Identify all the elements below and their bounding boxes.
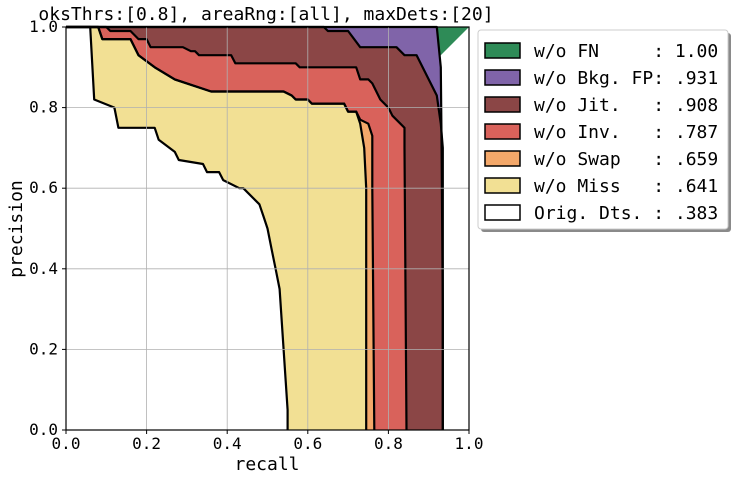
legend-label: w/o Swap : .659 (534, 149, 718, 170)
area-orig-dts (66, 27, 288, 430)
x-tick-label: 0.4 (213, 434, 242, 453)
legend-swatch (484, 123, 521, 140)
legend-label: w/o Bkg. FP: .931 (534, 68, 718, 89)
legend-label: w/o Inv. : .787 (534, 122, 718, 143)
legend-label: w/o Jit. : .908 (534, 95, 718, 116)
curve-w-o-miss (66, 25, 368, 430)
legend-swatch (484, 42, 521, 59)
legend-swatch (484, 96, 521, 113)
x-tick-label: 0.6 (293, 434, 322, 453)
y-tick-label: 0.8 (29, 98, 58, 117)
legend-label: Orig. Dts. : .383 (534, 203, 718, 224)
legend-swatch (484, 204, 521, 221)
x-axis-label: recall (234, 454, 299, 475)
curve-orig-dts (66, 25, 289, 430)
x-tick-label: 0.2 (132, 434, 161, 453)
y-tick-label: 0.4 (29, 259, 58, 278)
legend-label: w/o Miss : .641 (534, 176, 718, 197)
legend-swatch (484, 150, 521, 167)
x-tick-label: 1.0 (455, 434, 484, 453)
x-tick-label: 0.8 (374, 434, 403, 453)
curve-w-o-jit (66, 25, 444, 430)
plot-frame (65, 26, 470, 431)
y-axis-label: precision (6, 180, 27, 278)
chart-title: oksThrs:[0.8], areaRng:[all], maxDets:[2… (38, 4, 493, 25)
legend-label: w/o FN : 1.00 (534, 41, 718, 62)
x-tick-label: 0.0 (52, 434, 81, 453)
y-tick-label: 0.2 (29, 339, 58, 358)
legend: w/o FN : 1.00 w/o Bkg. FP: .931 w/o Jit. :… (477, 29, 731, 232)
y-tick-label: 0.6 (29, 178, 58, 197)
y-tick-label: 0.0 (29, 420, 58, 439)
legend-swatch (484, 69, 521, 86)
y-tick-label: 1.0 (29, 17, 58, 36)
legend-swatch (484, 177, 521, 194)
